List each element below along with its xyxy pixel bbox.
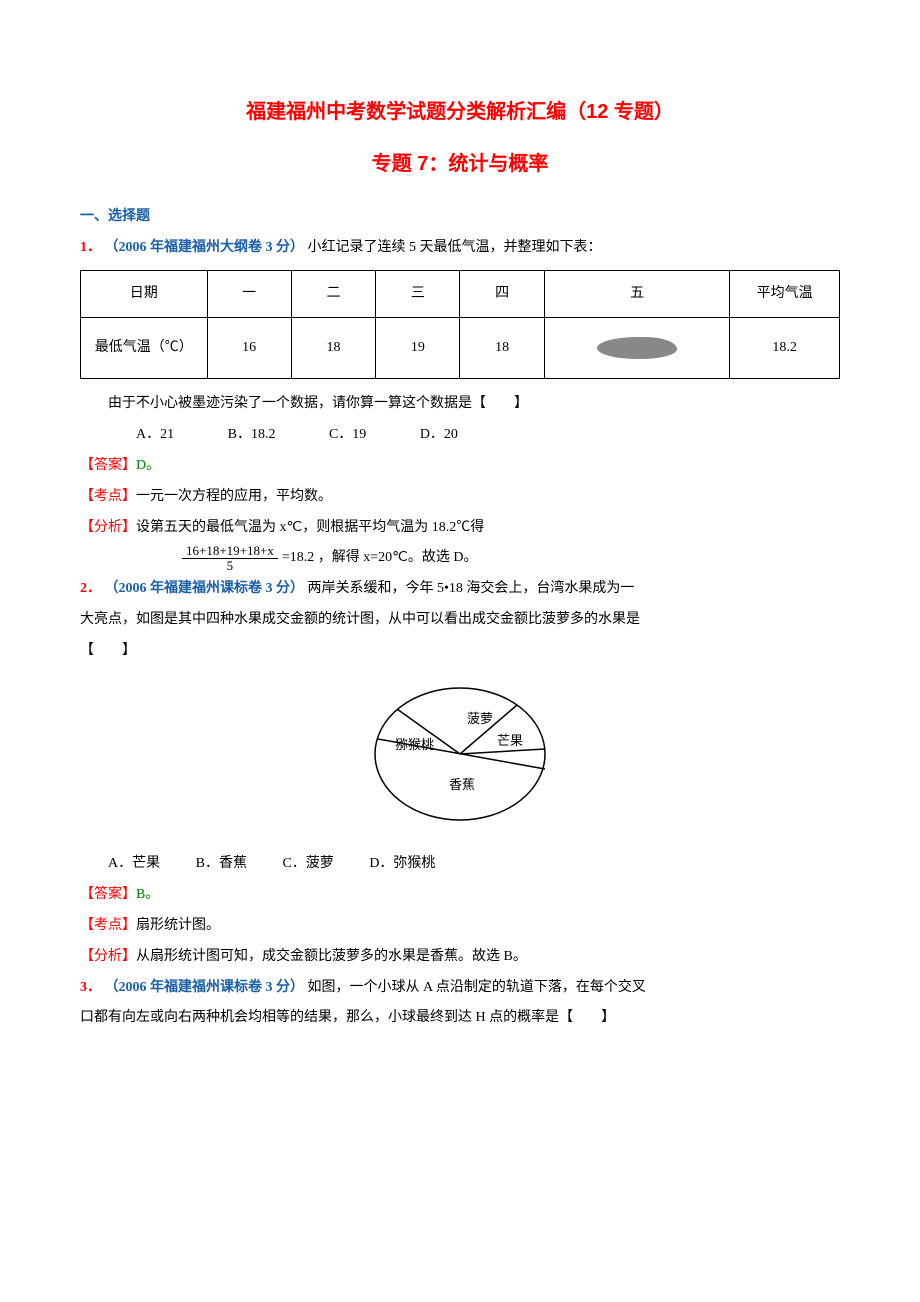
q1-stem-line: 1． （2006 年福建福州大纲卷 3 分） 小红记录了连续 5 天最低气温，并… xyxy=(80,233,840,264)
q3-source: （2006 年福建福州课标卷 3 分） xyxy=(105,980,305,995)
table-data-row: 最低气温（℃） 16 18 19 18 18.2 xyxy=(81,318,840,379)
pie-label-mango: 芒果 xyxy=(497,733,523,748)
q1-table: 日期 一 二 三 四 五 平均气温 最低气温（℃） 16 18 19 18 18… xyxy=(80,270,840,380)
q1-opt-a: A．21 xyxy=(136,420,174,451)
formula-tail: 解得 x=20℃。故选 D。 xyxy=(332,543,478,574)
point-label: 【考点】 xyxy=(80,489,136,504)
th-1: 一 xyxy=(207,270,291,318)
q3-line1: 3． （2006 年福建福州课标卷 3 分） 如图，一个小球从 A 点沿制定的轨… xyxy=(80,973,840,1004)
question-3: 3． （2006 年福建福州课标卷 3 分） 如图，一个小球从 A 点沿制定的轨… xyxy=(80,973,840,1035)
q1-stem: 小红记录了连续 5 天最低气温，并整理如下表： xyxy=(308,240,602,255)
th-avg: 平均气温 xyxy=(730,270,840,318)
q1-opt-b: B．18.2 xyxy=(228,420,276,451)
q1-number: 1． xyxy=(80,240,101,255)
q2-answer: 【答案】B。 xyxy=(80,880,840,911)
sub-title: 专题 7：统计与概率 xyxy=(80,142,840,186)
pie-label-banana: 香蕉 xyxy=(449,777,475,792)
analysis-label: 【分析】 xyxy=(80,949,136,964)
pie-svg: 菠萝 芒果 猕猴桃 香蕉 xyxy=(365,679,555,829)
q3-stem1: 如图，一个小球从 A 点沿制定的轨道下落，在每个交叉 xyxy=(308,980,646,995)
q2-line3: 【 】 xyxy=(80,636,840,667)
q1-formula: 16+18+19+18+x 5 =18.2 ， 解得 x=20℃。故选 D。 xyxy=(80,543,840,574)
point-text: 扇形统计图。 xyxy=(136,918,220,933)
cell-4: 18 xyxy=(460,318,544,379)
question-1: 1． （2006 年福建福州大纲卷 3 分） 小红记录了连续 5 天最低气温，并… xyxy=(80,233,840,574)
answer-label: 【答案】 xyxy=(80,458,136,473)
th-2: 二 xyxy=(291,270,375,318)
row-label: 最低气温（℃） xyxy=(81,318,208,379)
th-3: 三 xyxy=(376,270,460,318)
q1-prompt: 由于不小心被墨迹污染了一个数据，请你算一算这个数据是【 】 xyxy=(80,389,840,420)
q1-options: A．21 B．18.2 C．19 D．20 xyxy=(80,420,840,451)
q2-analysis: 【分析】从扇形统计图可知，成交金额比菠萝多的水果是香蕉。故选 B。 xyxy=(80,942,840,973)
th-date: 日期 xyxy=(81,270,208,318)
q2-opt-b: B．香蕉 xyxy=(196,849,247,880)
cell-2: 18 xyxy=(291,318,375,379)
q2-point: 【考点】扇形统计图。 xyxy=(80,911,840,942)
q1-analysis-line1: 【分析】设第五天的最低气温为 x℃，则根据平均气温为 18.2℃得 xyxy=(80,513,840,544)
q2-pie-chart: 菠萝 芒果 猕猴桃 香蕉 xyxy=(80,679,840,842)
analysis-label: 【分析】 xyxy=(80,520,136,535)
ink-smudge-icon xyxy=(597,337,677,359)
cell-5-smudged xyxy=(544,318,730,379)
q3-number: 3． xyxy=(80,980,101,995)
section-heading: 一、选择题 xyxy=(80,202,840,233)
q1-source: （2006 年福建福州大纲卷 3 分） xyxy=(105,240,305,255)
point-text: 一元一次方程的应用，平均数。 xyxy=(136,489,332,504)
formula-eq: =18.2 ， xyxy=(282,543,332,574)
q2-opt-c: C．菠萝 xyxy=(282,849,333,880)
q1-opt-d: D．20 xyxy=(420,420,458,451)
fraction-num: 16+18+19+18+x xyxy=(182,544,278,559)
question-2: 2． （2006 年福建福州课标卷 3 分） 两岸关系缓和，今年 5•18 海交… xyxy=(80,574,840,972)
q2-line2: 大亮点，如图是其中四种水果成交金额的统计图，从中可以看出成交金额比菠萝多的水果是 xyxy=(80,605,840,636)
q1-point: 【考点】一元一次方程的应用，平均数。 xyxy=(80,482,840,513)
q2-opt-a: A．芒果 xyxy=(108,849,160,880)
q1-answer: 【答案】D。 xyxy=(80,451,840,482)
table-header-row: 日期 一 二 三 四 五 平均气温 xyxy=(81,270,840,318)
cell-3: 19 xyxy=(376,318,460,379)
q3-line2: 口都有向左或向右两种机会均相等的结果，那么，小球最终到达 H 点的概率是【 】 xyxy=(80,1003,840,1034)
q1-opt-c: C．19 xyxy=(329,420,366,451)
q2-source: （2006 年福建福州课标卷 3 分） xyxy=(105,581,305,596)
q2-options: A．芒果 B．香蕉 C．菠萝 D．弥猴桃 xyxy=(80,849,840,880)
point-label: 【考点】 xyxy=(80,918,136,933)
fraction: 16+18+19+18+x 5 xyxy=(182,544,278,574)
analysis-text: 从扇形统计图可知，成交金额比菠萝多的水果是香蕉。故选 B。 xyxy=(136,949,527,964)
q2-opt-d: D．弥猴桃 xyxy=(369,849,435,880)
answer-label: 【答案】 xyxy=(80,887,136,902)
th-4: 四 xyxy=(460,270,544,318)
answer-value: B。 xyxy=(136,887,159,902)
fraction-den: 5 xyxy=(182,559,278,573)
q2-stem1: 两岸关系缓和，今年 5•18 海交会上，台湾水果成为一 xyxy=(308,581,635,596)
q2-line1: 2． （2006 年福建福州课标卷 3 分） 两岸关系缓和，今年 5•18 海交… xyxy=(80,574,840,605)
q2-number: 2． xyxy=(80,581,101,596)
pie-label-kiwi: 猕猴桃 xyxy=(395,737,434,752)
th-5: 五 xyxy=(544,270,730,318)
cell-avg: 18.2 xyxy=(730,318,840,379)
analysis-lead: 设第五天的最低气温为 x℃，则根据平均气温为 18.2℃得 xyxy=(136,520,484,535)
cell-1: 16 xyxy=(207,318,291,379)
main-title: 福建福州中考数学试题分类解析汇编（12 专题） xyxy=(80,90,840,134)
pie-label-pineapple: 菠萝 xyxy=(467,711,493,726)
answer-value: D。 xyxy=(136,458,160,473)
